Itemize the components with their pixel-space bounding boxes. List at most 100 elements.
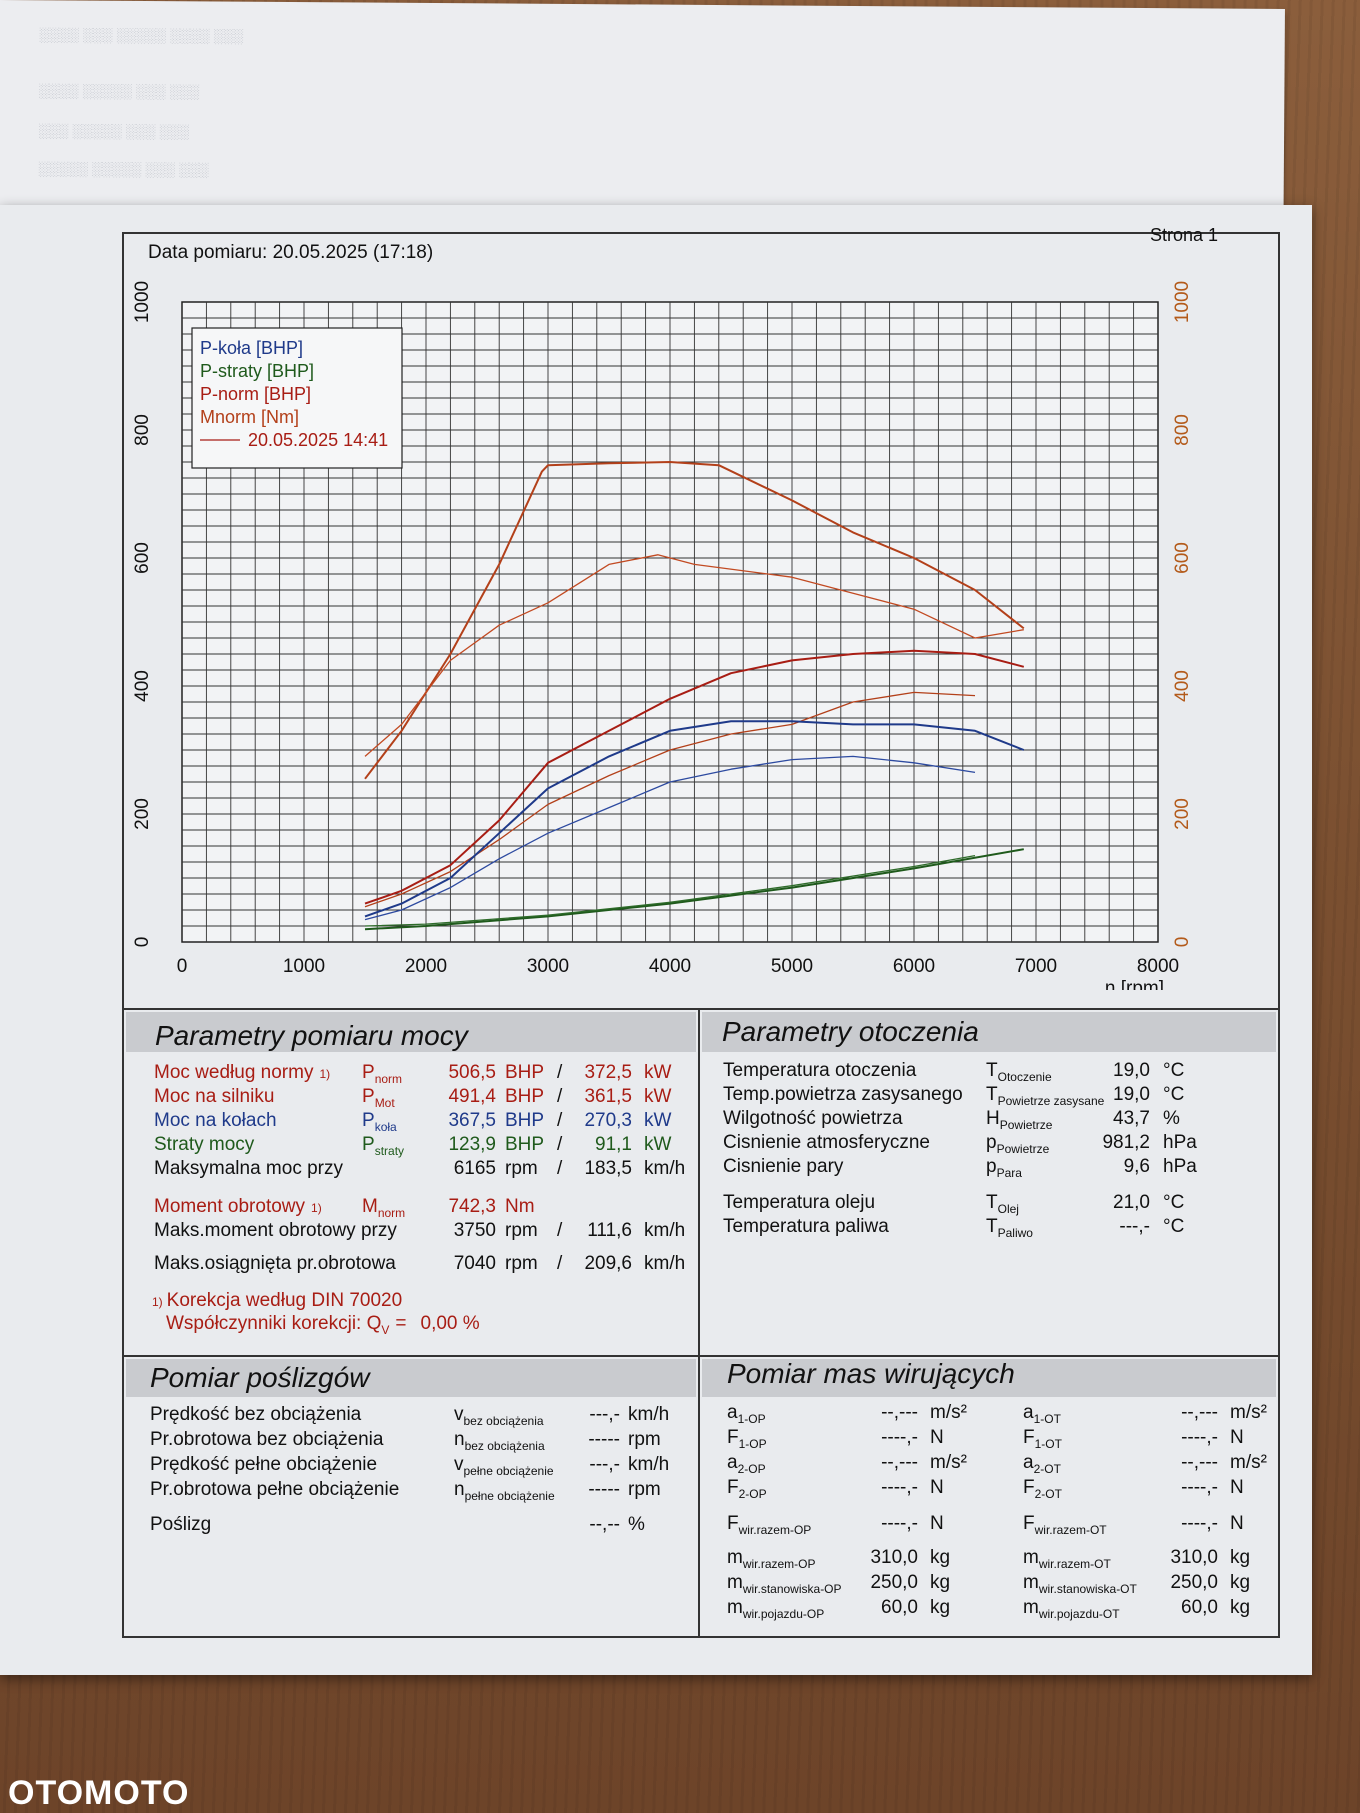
env-unit: hPa — [1163, 1156, 1197, 1177]
mass-unit: kg — [930, 1597, 951, 1618]
symbol-letter: m — [727, 1547, 743, 1568]
symbol-subscript: wir.razem-OT — [1034, 1523, 1107, 1537]
power-unit-1: BHP — [505, 1086, 545, 1107]
symbol-letter: T — [986, 1192, 998, 1213]
symbol-letter: M — [362, 1196, 378, 1217]
correction-subscript: V — [381, 1323, 390, 1337]
section-header-bar — [702, 1359, 1276, 1397]
mass-unit: N — [930, 1427, 944, 1448]
symbol-letter: v — [454, 1454, 464, 1475]
symbol-subscript: 2-OT — [1033, 1462, 1061, 1476]
symbol-subscript: 2-OT — [1034, 1487, 1062, 1501]
mass-value: 310,0 — [870, 1547, 918, 1568]
power-unit-2: kW — [644, 1134, 672, 1155]
env-unit: °C — [1163, 1060, 1185, 1081]
footnote-marker: 1) — [311, 1201, 322, 1215]
symbol-letter: m — [727, 1597, 743, 1618]
measurement-date: Data pomiaru: 20.05.2025 (17:18) — [148, 242, 434, 263]
symbol-letter: P — [362, 1086, 375, 1107]
slip-value: ----- — [588, 1479, 620, 1500]
symbol-subscript: 1-OP — [737, 1412, 766, 1426]
y-right-tick-label: 600 — [1172, 542, 1193, 574]
correction-factor: Współczynniki korekcji: QV = 0,00 % — [166, 1313, 480, 1337]
bleed-through-text: ░░░ ░░░ ░░░░░ ░░░ — [39, 122, 190, 140]
symbol-letter: P — [362, 1062, 375, 1083]
power-value-2: 372,5 — [584, 1062, 632, 1083]
symbol-subscript: pełne obciążenie — [464, 1489, 555, 1503]
symbol-letter: H — [986, 1108, 1000, 1129]
symbol-subscript: Mot — [374, 1096, 395, 1110]
env-value: ---,- — [1119, 1216, 1150, 1237]
symbol-letter: T — [986, 1084, 998, 1105]
symbol-subscript: norm — [377, 1206, 406, 1220]
series-line — [364, 755, 976, 921]
symbol-subscript: Powietrze — [999, 1118, 1053, 1132]
symbol: mwir.pojazdu-OT — [1023, 1597, 1120, 1621]
correction-equals: = — [395, 1313, 407, 1334]
mass-value: --,--- — [1181, 1402, 1218, 1423]
symbol: npełne obciążenie — [454, 1479, 555, 1503]
slip-unit: % — [628, 1514, 645, 1535]
separator: / — [557, 1062, 563, 1083]
mass-unit: m/s² — [1230, 1452, 1267, 1473]
x-tick-label: 3000 — [527, 956, 569, 977]
env-unit: °C — [1163, 1192, 1185, 1213]
slip-row-label: Pr.obrotowa bez obciążenia — [150, 1429, 384, 1450]
symbol-subscript: Paliwo — [997, 1226, 1033, 1240]
bleed-through-text: ░░░ ░░░ ░░░░░ ░░░░ — [39, 82, 200, 100]
watermark-logo: OTOMOTO — [8, 1774, 190, 1812]
symbol: F1-OT — [1023, 1427, 1062, 1451]
max-torque-label: Maks.moment obrotowy przy — [154, 1220, 397, 1241]
slip-row-label: Prędkość bez obciążenia — [150, 1404, 362, 1425]
chart-legend: P-koła [BHP] P-straty [BHP] P-norm [BHP] Mn… — [191, 327, 403, 469]
mass-unit: kg — [930, 1547, 951, 1568]
env-value: 19,0 — [1113, 1084, 1150, 1105]
symbol: mwir.razem-OP — [727, 1547, 816, 1571]
report-frame — [122, 232, 1280, 1638]
symbol: PMot — [362, 1086, 395, 1110]
symbol-subscript: wir.razem-OP — [738, 1523, 812, 1537]
symbol-subscript: 2-OP — [738, 1487, 767, 1501]
series-line — [364, 691, 976, 908]
mass-value: 250,0 — [870, 1572, 918, 1593]
symbol: Pstraty — [362, 1134, 404, 1158]
symbol-letter: m — [727, 1572, 743, 1593]
y-right-tick-label: 0 — [1172, 937, 1193, 948]
power-row-label: Moc według normy 1) — [154, 1062, 331, 1083]
series-line — [364, 854, 976, 927]
mass-unit: m/s² — [930, 1452, 967, 1473]
env-unit: °C — [1163, 1084, 1185, 1105]
symbol-subscript: koła — [374, 1120, 397, 1134]
max-rpm-value: 7040 — [453, 1253, 496, 1274]
mass-unit: N — [1230, 1477, 1244, 1498]
symbol-letter: p — [986, 1132, 997, 1153]
power-unit-2: kW — [644, 1110, 672, 1131]
symbol: vpełne obciążenie — [454, 1454, 554, 1478]
slip-value: --,-- — [589, 1514, 620, 1535]
series-line — [364, 720, 1025, 918]
symbol-subscript: 2-OP — [737, 1462, 766, 1476]
symbol-letter: F — [1023, 1477, 1035, 1498]
separator: / — [557, 1158, 563, 1179]
symbol-letter: P — [362, 1134, 375, 1155]
power-value-2: 361,5 — [584, 1086, 632, 1107]
max-torque-rpm: 3750 — [453, 1220, 496, 1241]
y-left-tick-label: 600 — [132, 542, 153, 574]
mass-value: ----,- — [1181, 1427, 1218, 1448]
slip-value: ---,- — [589, 1404, 620, 1425]
symbol-subscript: wir.pojazdu-OP — [742, 1607, 825, 1621]
x-tick-label: 6000 — [893, 956, 935, 977]
symbol-letter: v — [454, 1404, 464, 1425]
legend-box — [191, 327, 403, 469]
mass-unit: kg — [930, 1572, 951, 1593]
y-right-tick-label: 800 — [1172, 414, 1193, 446]
footnote-text: Korekcja według DIN 70020 — [166, 1290, 403, 1311]
rpm-unit: rpm — [505, 1220, 538, 1241]
symbol-letter: F — [1023, 1513, 1035, 1534]
symbol: pPara — [986, 1156, 1022, 1180]
mass-unit: kg — [1230, 1572, 1251, 1593]
symbol-subscript: 1-OP — [738, 1437, 767, 1451]
symbol: vbez obciążenia — [454, 1404, 544, 1428]
symbol: a2-OP — [727, 1452, 766, 1476]
separator: / — [557, 1134, 563, 1155]
